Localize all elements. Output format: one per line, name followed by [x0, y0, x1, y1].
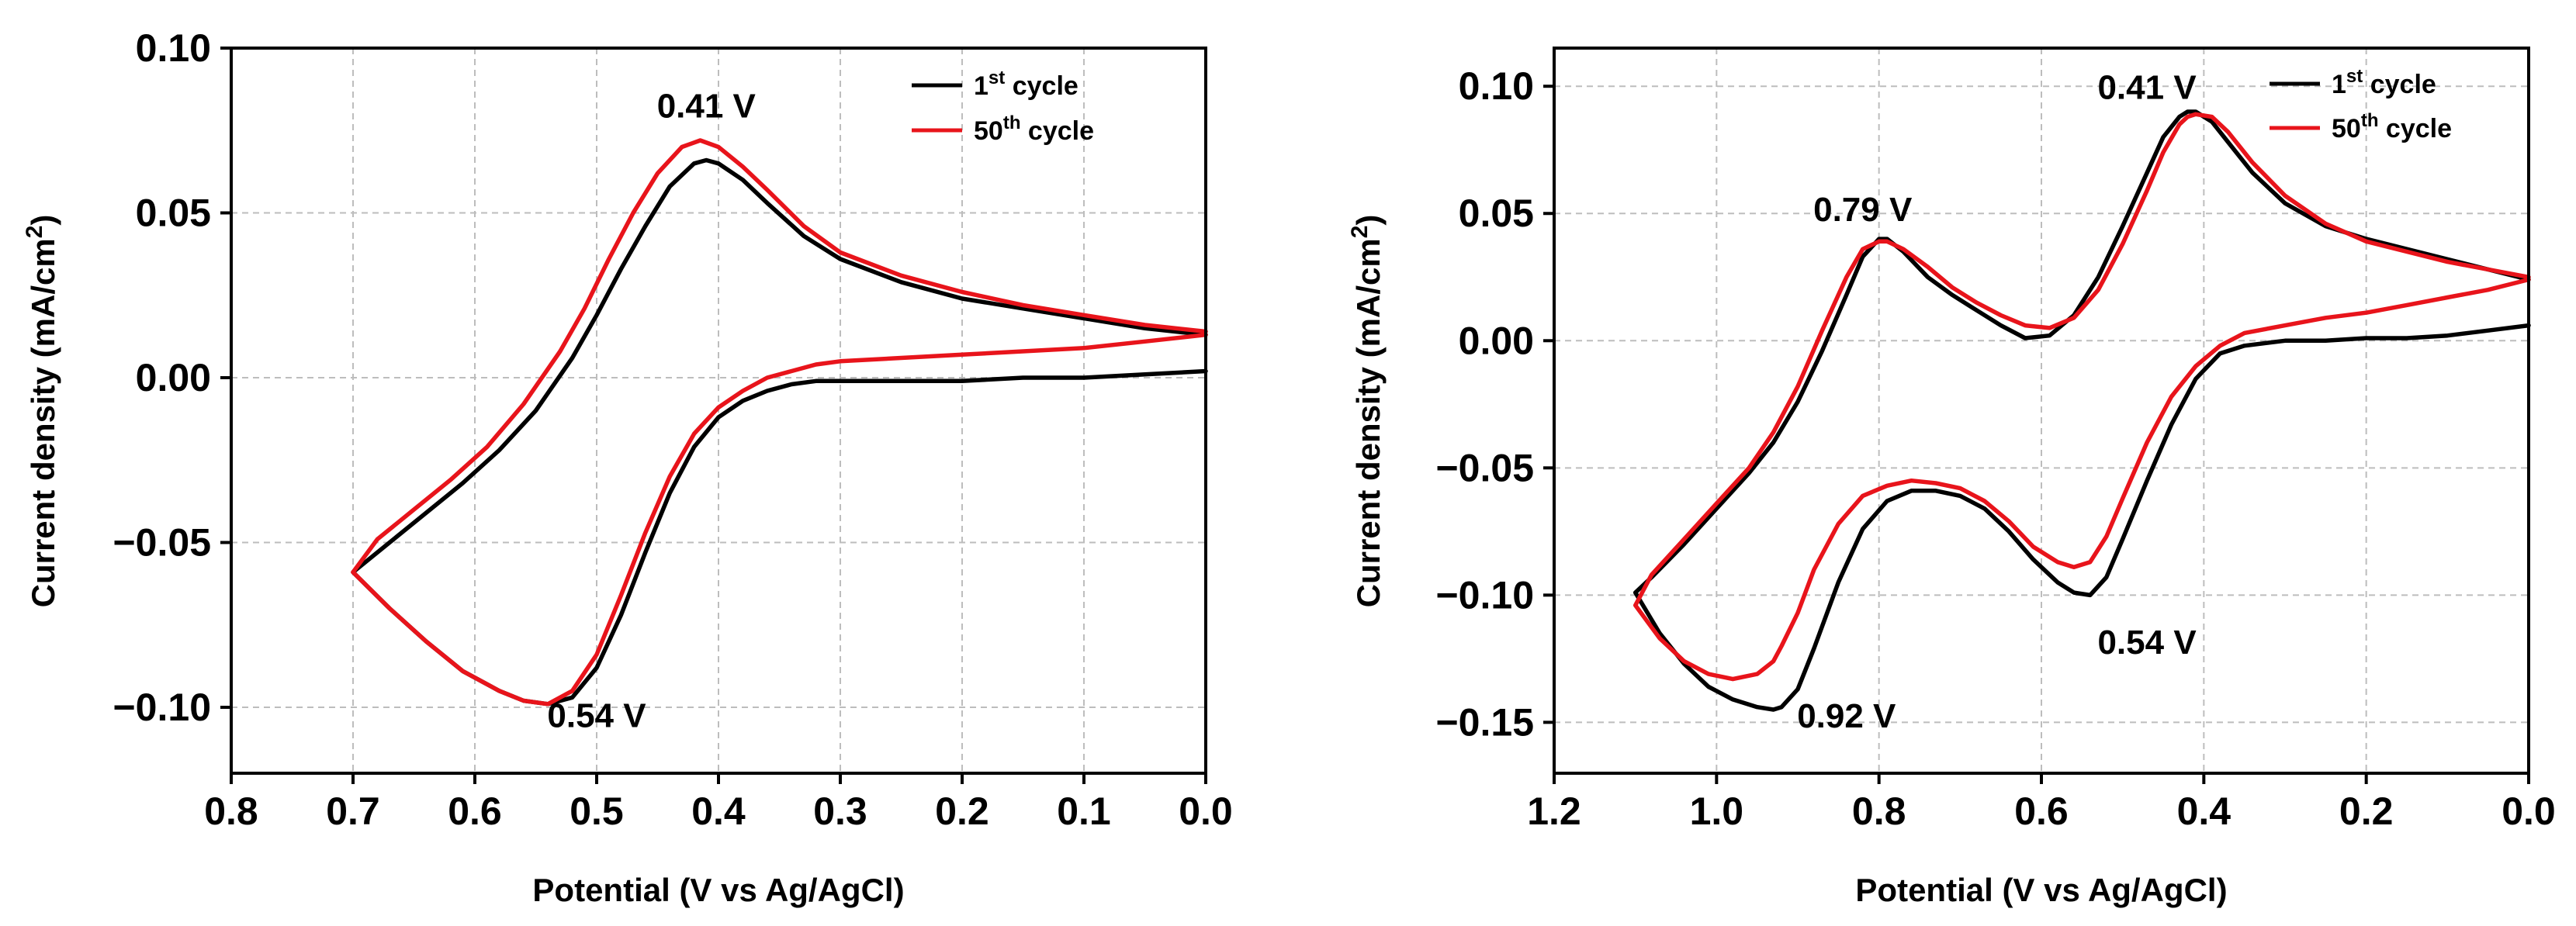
x-tick-label: 0.4	[2177, 790, 2231, 833]
x-tick-label: 1.0	[1690, 790, 1744, 833]
legend-label-50th-cycle: 50th cycle	[2332, 110, 2452, 143]
legend-label-50th-cycle: 50th cycle	[974, 112, 1094, 146]
grid-lines	[1554, 48, 2529, 773]
legend: 1st cycle 50th cycle	[2270, 66, 2452, 143]
series-group	[351, 138, 1208, 707]
y-tick-label: −0.10	[1435, 573, 1534, 617]
y-axis-label: Current density (mA/cm2)	[1347, 215, 1387, 608]
peak-annotation: 0.41 V	[2097, 69, 2197, 107]
y-tick-label: −0.15	[1435, 700, 1534, 744]
ticks: 1.2 1.0 0.8 0.6 0.4 0.2 0.0 0.10 0.05 0.00 −0.05 −0…	[1435, 64, 2555, 833]
x-tick-label: 0.2	[935, 790, 989, 833]
y-tick-label: 0.10	[136, 26, 211, 70]
chart-panel-left: 0.8 0.7 0.6 0.5 0.4 0.3 0.2 0.1 0.0 0.10 0.05 0.00 −…	[22, 26, 1233, 908]
x-tick-label: 0.7	[326, 790, 380, 833]
legend-label-1st-cycle: 1st cycle	[2332, 66, 2436, 99]
peak-annotation: 0.79 V	[1813, 191, 1913, 229]
series-line-50th-cycle	[1633, 112, 2531, 682]
x-tick-label: 0.3	[813, 790, 867, 833]
x-tick-label: 0.8	[204, 790, 258, 833]
series-line-50th-cycle	[351, 138, 1208, 707]
peak-annotation: 0.41 V	[657, 87, 757, 125]
y-tick-label: 0.10	[1459, 64, 1534, 108]
peak-annotation: 0.54 V	[547, 697, 646, 735]
x-tick-label: 0.6	[2014, 790, 2069, 833]
x-tick-label: 0.5	[570, 790, 624, 833]
grid-lines	[231, 48, 1206, 773]
ticks: 0.8 0.7 0.6 0.5 0.4 0.3 0.2 0.1 0.0 0.10 0.05 0.00 −…	[113, 26, 1232, 833]
x-axis-label: Potential (V vs Ag/AgCl)	[1855, 872, 2227, 908]
y-tick-label: 0.00	[136, 356, 211, 399]
x-tick-label: 1.2	[1527, 790, 1581, 833]
x-tick-label: 0.2	[2339, 790, 2394, 833]
x-tick-label: 0.8	[1852, 790, 1906, 833]
series-group	[1633, 109, 2531, 712]
y-tick-label: −0.10	[113, 686, 211, 729]
x-tick-label: 0.6	[448, 790, 502, 833]
annotations: 0.41 V 0.54 V	[547, 87, 756, 734]
peak-annotation: 0.92 V	[1797, 697, 1896, 735]
y-tick-label: 0.05	[136, 192, 211, 235]
annotations: 0.41 V 0.79 V 0.54 V 0.92 V	[1797, 69, 2197, 735]
x-tick-label: 0.4	[691, 790, 746, 833]
series-line-1st-cycle	[1633, 109, 2531, 712]
x-tick-label: 0.0	[1179, 790, 1233, 833]
x-tick-label: 0.0	[2502, 790, 2556, 833]
y-tick-label: −0.05	[1435, 446, 1534, 489]
y-axis-label: Current density (mA/cm2)	[22, 215, 61, 608]
y-tick-label: 0.00	[1459, 319, 1534, 362]
y-tick-label: 0.05	[1459, 192, 1534, 235]
legend: 1st cycle 50th cycle	[912, 67, 1094, 146]
legend-label-1st-cycle: 1st cycle	[974, 67, 1079, 101]
y-tick-label: −0.05	[113, 521, 211, 565]
x-axis-label: Potential (V vs Ag/AgCl)	[532, 872, 904, 908]
x-tick-label: 0.1	[1057, 790, 1111, 833]
chart-panel-right: 1.2 1.0 0.8 0.6 0.4 0.2 0.0 0.10 0.05 0.00 −0.05 −0…	[1347, 47, 2556, 908]
peak-annotation: 0.54 V	[2097, 624, 2197, 662]
series-line-1st-cycle	[351, 157, 1208, 707]
